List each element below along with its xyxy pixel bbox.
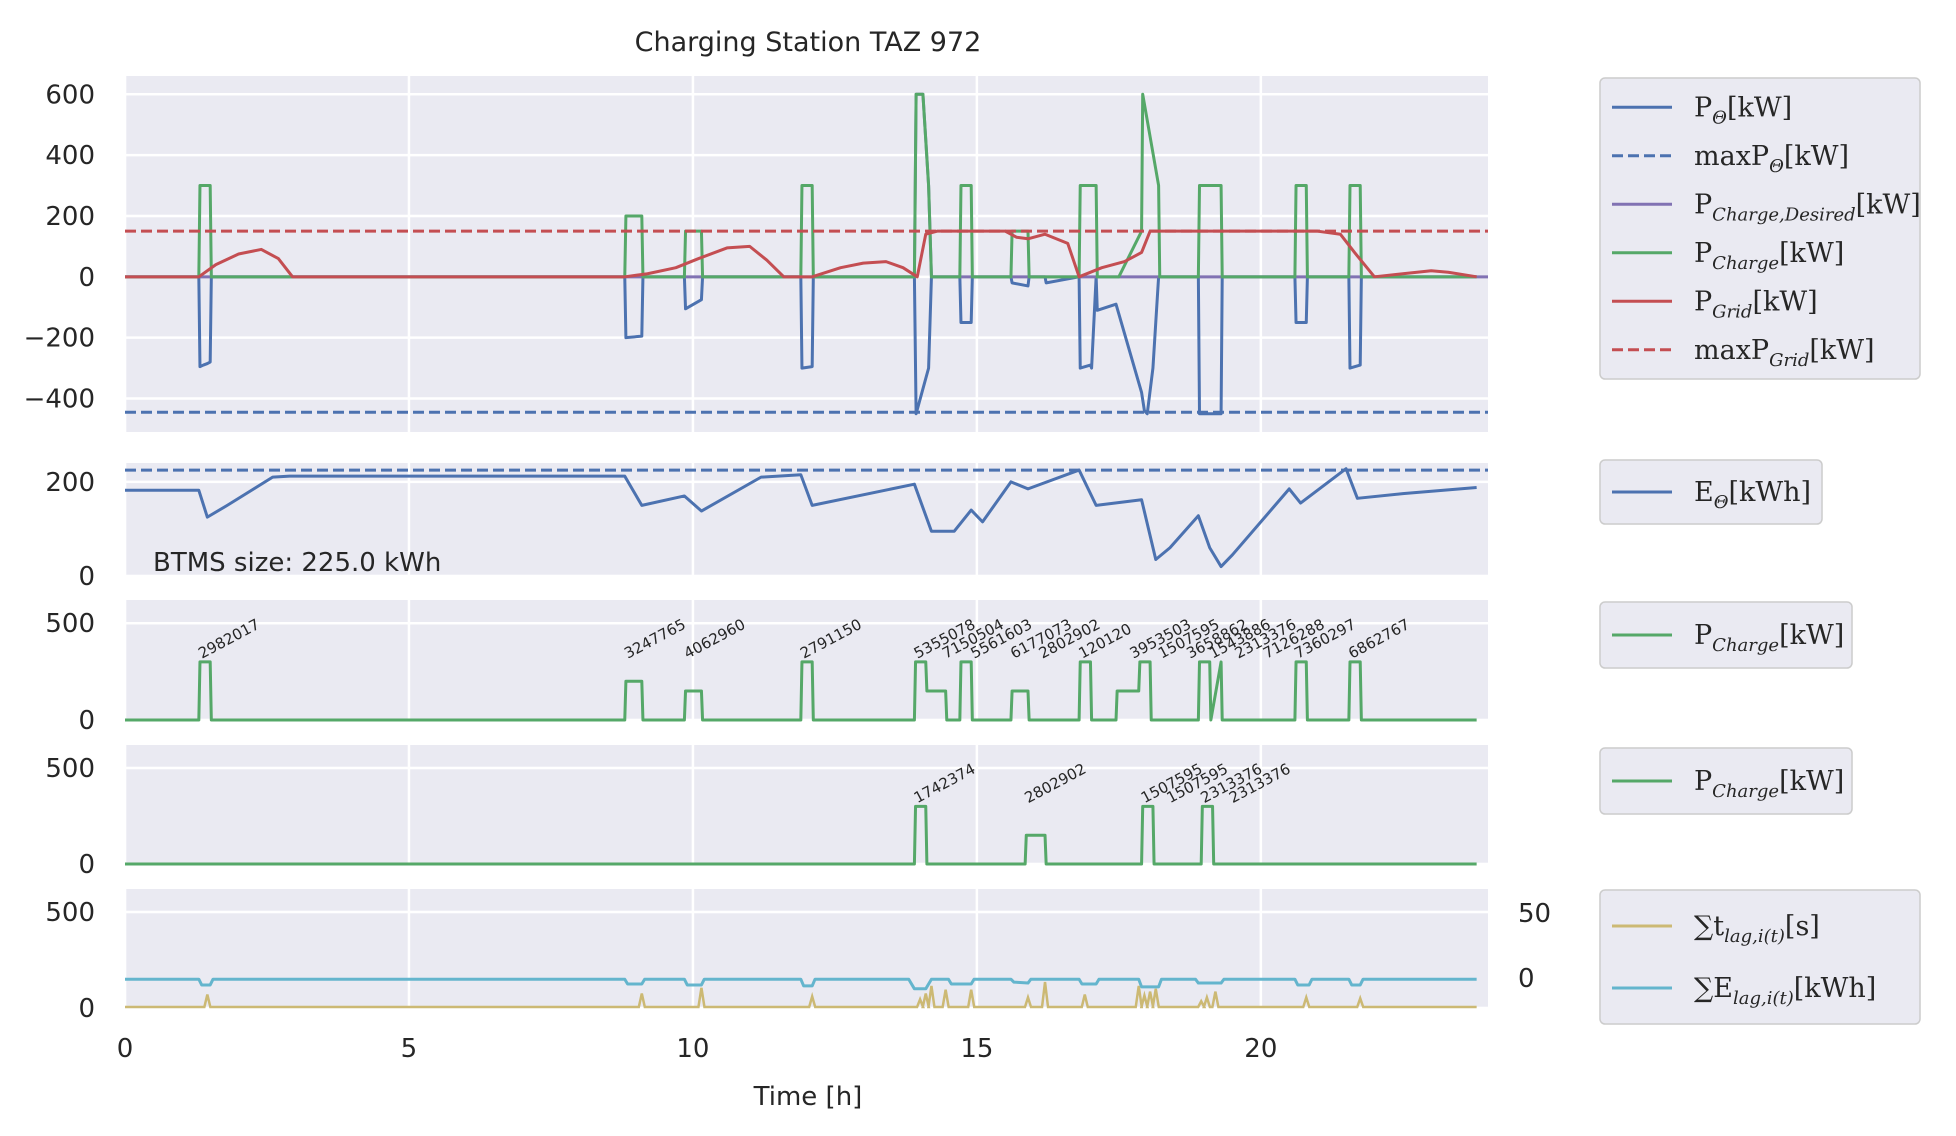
panel-1-ytick-label: −200 xyxy=(24,324,95,354)
legend-box-2 xyxy=(1599,459,1823,525)
x-tick-label: 15 xyxy=(960,1034,993,1064)
panel-5-y2tick-label: 0 xyxy=(1518,964,1535,994)
series-4-0 xyxy=(125,804,1477,866)
panel-1-ytick-label: 400 xyxy=(45,141,95,171)
legend-label: PCharge[kW] xyxy=(1694,766,1844,802)
series-1-0 xyxy=(125,275,1477,416)
series-1-3 xyxy=(125,92,1477,279)
legend-label: ∑Elag,i(t)[kWh] xyxy=(1694,973,1876,1009)
x-tick-label: 0 xyxy=(117,1034,134,1064)
panel-5-background xyxy=(125,889,1488,1008)
panel-1-ytick-label: −400 xyxy=(24,385,95,415)
panel-1-ytick-label: 600 xyxy=(45,80,95,110)
series-5-1 xyxy=(125,977,1477,991)
legend-label: PGrid[kW] xyxy=(1694,286,1818,322)
legend-label: ∑tlag,i(t)[s] xyxy=(1694,911,1820,947)
legend-box-1 xyxy=(1599,77,1921,380)
panel-2-ytick-label: 200 xyxy=(45,468,95,498)
panel-1-ytick-label: 0 xyxy=(78,263,95,293)
panel-1-ytick-label: 200 xyxy=(45,202,95,232)
panel-1-background xyxy=(125,76,1488,432)
x-tick-label: 10 xyxy=(676,1034,709,1064)
legend-label: PCharge[kW] xyxy=(1694,238,1844,274)
legends: PΘ[kW] maxPΘ[kW] PCharge,Desired[kW] PCharg… xyxy=(1599,77,1921,1025)
panel-5-ytick-label: 500 xyxy=(45,898,95,928)
panel-2-ytick-label: 0 xyxy=(78,562,95,592)
legend-label: PΘ[kW] xyxy=(1694,92,1792,128)
x-tick-label: 5 xyxy=(401,1034,418,1064)
panel-3-ytick-label: 0 xyxy=(78,706,95,736)
legend-label: maxPΘ[kW] xyxy=(1694,141,1849,177)
chart-title: Charging Station TAZ 972 xyxy=(635,27,982,58)
legend-label: maxPGrid[kW] xyxy=(1694,335,1875,371)
legend-label: PCharge,Desired[kW] xyxy=(1694,189,1921,225)
panel-5-ytick-label: 0 xyxy=(78,994,95,1024)
x-tick-label: 20 xyxy=(1244,1034,1277,1064)
series-2-0 xyxy=(125,467,1477,569)
panel-4-ytick-label: 0 xyxy=(78,850,95,880)
x-axis-label: Time [h] xyxy=(753,1082,863,1112)
legend-box-5 xyxy=(1599,889,1921,1025)
btms-size-annotation: BTMS size: 225.0 kWh xyxy=(153,548,441,578)
legend-label: PCharge[kW] xyxy=(1694,620,1844,656)
legend-box-4 xyxy=(1599,747,1853,815)
panel-4-ytick-label: 500 xyxy=(45,754,95,784)
legend-box-3 xyxy=(1599,601,1853,669)
panel-5-y2tick-label: 50 xyxy=(1518,899,1551,929)
series-3-0 xyxy=(125,660,1477,722)
panel-3-ytick-label: 500 xyxy=(45,609,95,639)
series-5-0 xyxy=(125,981,1477,1009)
legend-label: EΘ[kWh] xyxy=(1694,477,1811,513)
